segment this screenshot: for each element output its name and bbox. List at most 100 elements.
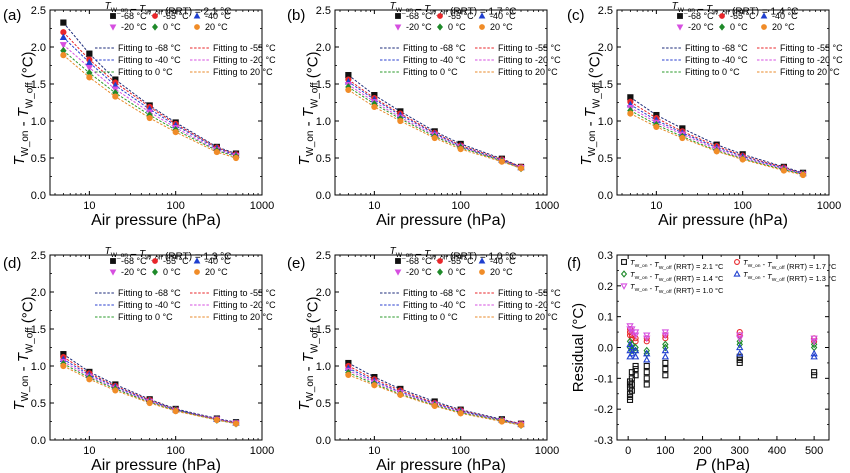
legend-label: -55 °C <box>730 11 756 21</box>
residual-point <box>632 366 639 373</box>
data-point <box>86 376 93 383</box>
legend-fit-label: Fitting to -68 °C <box>685 43 748 53</box>
data-point <box>59 33 67 41</box>
plot-frame <box>49 254 263 441</box>
residual-point <box>632 343 639 352</box>
x-tick-label: 100 <box>733 200 751 212</box>
x-tick-label: 1000 <box>817 200 841 212</box>
legend-marker <box>110 258 116 264</box>
legend-marker <box>395 258 401 264</box>
data-point <box>799 171 807 179</box>
residual-point <box>643 335 651 343</box>
x-axis-label: Air pressure (hPa) <box>658 212 788 229</box>
y-tick-label: 0.2 <box>598 281 613 293</box>
legend-marker <box>109 269 117 276</box>
residual-point <box>811 372 818 379</box>
data-point <box>85 58 93 66</box>
residual-point <box>736 353 743 360</box>
panel-e: (e) 0.0 0.5 1.0 1.5 2.0 2.5 10 100 1000 Air pressu… <box>287 246 561 473</box>
residual-point <box>736 340 743 349</box>
legend-fit-label: Fitting to 20 °C <box>498 67 558 77</box>
y-tick-label: 1.5 <box>316 79 331 91</box>
y-tick-label: 2.0 <box>31 42 46 54</box>
legend-fit-label: Fitting to 0 °C <box>685 67 740 77</box>
legend-fit-label: Fitting to -68 °C <box>118 288 181 298</box>
data-point <box>498 158 505 165</box>
legend-label: -55 °C <box>163 256 189 266</box>
legend-marker <box>194 24 200 30</box>
residual-point <box>631 329 640 337</box>
y-tick-label: 2.5 <box>316 5 331 17</box>
legend-fit-label: Fitting to 20 °C <box>498 312 558 322</box>
x-tick-label: 100 <box>451 445 469 457</box>
panel-c: (c) 0.0 0.5 1.0 1.5 2.0 2.5 10 100 1000 Air pressu… <box>567 1 843 229</box>
y-tick-label: 0.5 <box>31 398 46 410</box>
legend-marker <box>437 258 443 264</box>
panel-label: (c) <box>567 7 585 24</box>
legend-fit-label: Fitting to -68 °C <box>403 43 466 53</box>
legend-label: -20 °C <box>688 22 714 32</box>
legend-marker <box>394 269 402 276</box>
legend: -68 °C -55 °C -40 °C -20 °C 0 °C 20 °C Fitting… <box>380 11 561 77</box>
x-tick-label: 1000 <box>250 445 274 457</box>
residual-point <box>810 352 818 360</box>
panel-label: (e) <box>287 255 305 272</box>
residual-point <box>810 338 818 346</box>
data-point <box>345 371 352 378</box>
residual-point <box>736 343 744 351</box>
legend-marker <box>620 283 628 290</box>
legend-fit-label: Fitting to -40 °C <box>403 300 466 310</box>
y-axis-label: TW_on - TW_off (°C) <box>296 51 321 165</box>
y-tick-label: 2.0 <box>316 42 331 54</box>
legend-label: -68 °C <box>121 256 147 266</box>
x-tick-label: 100 <box>451 200 469 212</box>
data-point <box>739 156 746 163</box>
legend: -68 °C -55 °C -40 °C -20 °C 0 °C 20 °C Fitting… <box>380 256 561 322</box>
legend-fit-label: Fitting to -20 °C <box>213 55 276 65</box>
x-axis-label: Air pressure (hPa) <box>376 212 506 229</box>
legend-marker <box>109 24 117 31</box>
data-point <box>60 52 67 59</box>
legend-marker <box>479 269 485 275</box>
residual-point <box>810 340 818 349</box>
legend-marker <box>719 23 725 31</box>
data-point <box>112 93 119 100</box>
legend-label: -68 °C <box>121 11 147 21</box>
y-tick-label: 1.0 <box>316 116 331 128</box>
residual-point <box>628 343 636 351</box>
x-tick-label: 1000 <box>535 200 559 212</box>
data-point <box>85 65 93 72</box>
x-axis-label: P (hPa) <box>696 457 750 473</box>
y-axis-label: TW_on - TW_off (°C) <box>11 51 36 165</box>
y-tick-label: 1.5 <box>31 324 46 336</box>
residual-point <box>643 375 650 382</box>
fit-curve <box>63 353 237 423</box>
legend-label: TW_on - TW_off (RRT) = 1.4 °C <box>630 270 724 283</box>
residual-point <box>736 332 744 340</box>
y-tick-label: 2.0 <box>598 42 613 54</box>
y-tick-label: 2.0 <box>31 287 46 299</box>
data-point <box>431 402 438 410</box>
data-point <box>86 50 93 57</box>
x-tick-label: 500 <box>805 445 823 457</box>
panel-a: (a) 0.0 0.5 1.0 1.5 2.0 2.5 10 100 1000 Air pressu… <box>3 1 276 229</box>
legend: TW_on - TW_off (RRT) = 2.1 °C TW_on - TW_… <box>620 258 837 295</box>
data-point <box>653 123 660 131</box>
x-tick-label: 200 <box>693 445 711 457</box>
residual-point <box>662 372 669 379</box>
legend-marker <box>194 269 200 275</box>
legend-fit-label: Fitting to -40 °C <box>685 55 748 65</box>
data-point <box>60 362 67 370</box>
legend-marker <box>437 13 443 19</box>
legend-label: -40 °C <box>490 256 516 266</box>
legend-label: 20 °C <box>490 22 513 32</box>
legend-label: -68 °C <box>406 256 432 266</box>
residual-point <box>661 329 670 337</box>
legend-label: -20 °C <box>406 22 432 32</box>
legend-label: 0 °C <box>163 22 181 32</box>
x-tick-label: 10 <box>650 200 662 212</box>
residual-point <box>626 384 634 391</box>
residual-point <box>631 352 640 360</box>
fit-curve <box>348 74 522 168</box>
legend-fit-label: Fitting to -55 °C <box>498 43 561 53</box>
